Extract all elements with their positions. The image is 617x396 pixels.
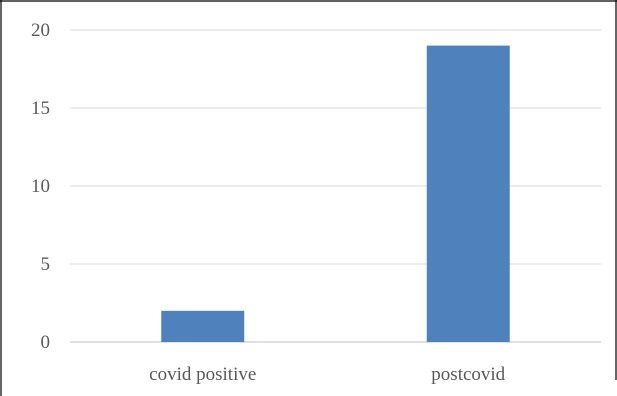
bar-covid-positive bbox=[161, 310, 245, 342]
bar-layer bbox=[161, 45, 510, 342]
y-tick-label: 0 bbox=[41, 332, 51, 353]
x-tick-label: covid positive bbox=[149, 364, 256, 385]
y-tick-label: 5 bbox=[41, 254, 51, 275]
x-tick-label: postcovid bbox=[431, 364, 505, 385]
y-tick-label: 20 bbox=[31, 20, 50, 41]
bar-postcovid bbox=[426, 45, 510, 342]
y-tick-label: 15 bbox=[31, 98, 50, 119]
y-tick-label: 10 bbox=[31, 176, 50, 197]
label-layer: 0 5 10 15 20 covid positive postcovid bbox=[31, 20, 506, 385]
grid-layer bbox=[70, 29, 601, 343]
